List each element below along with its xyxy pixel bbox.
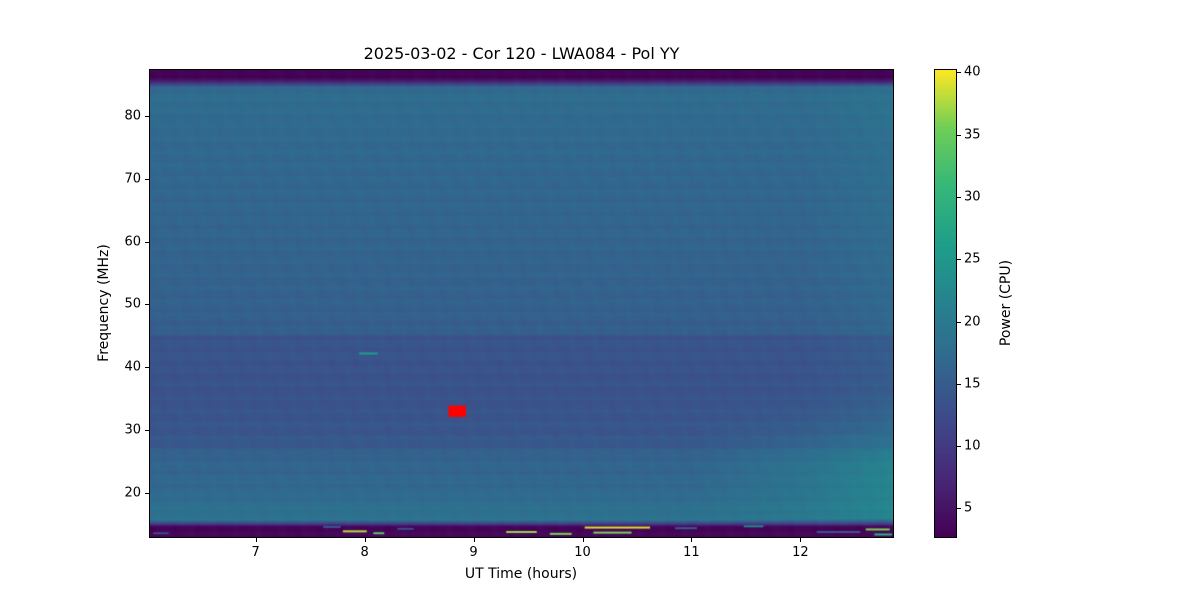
y-tick-label: 80: [124, 108, 141, 124]
colorbar-tick-label: 5: [964, 500, 973, 516]
x-tick-label: 8: [360, 545, 369, 560]
x-tick-mark: [255, 538, 257, 542]
x-tick-label: 9: [469, 545, 478, 560]
colorbar-tick-mark: [957, 321, 961, 323]
y-tick-mark: [145, 430, 149, 432]
y-tick-label: 40: [124, 359, 141, 375]
y-tick-mark: [145, 178, 149, 180]
x-tick-label: 7: [251, 545, 260, 560]
x-tick-mark: [364, 538, 366, 542]
y-tick-label: 30: [124, 422, 141, 438]
colorbar-tick-mark: [957, 134, 961, 136]
colorbar-tick-mark: [957, 383, 961, 385]
colorbar-tick-label: 10: [964, 438, 981, 454]
y-tick-mark: [145, 493, 149, 494]
y-tick-mark: [145, 304, 149, 306]
colorbar-tick-mark: [957, 72, 961, 74]
x-tick-mark: [582, 538, 584, 542]
colorbar-tick-label: 40: [964, 64, 981, 80]
chart-title: 2025-03-02 - Cor 120 - LWA084 - Pol YY: [363, 44, 680, 63]
colorbar-tick-label: 25: [964, 251, 981, 267]
x-tick-mark: [800, 538, 802, 542]
colorbar-tick-mark: [957, 508, 961, 510]
colorbar-tick-mark: [957, 259, 961, 261]
y-tick-label: 60: [124, 234, 141, 250]
x-tick-mark: [473, 538, 475, 542]
y-axis-label: Frequency (MHz): [96, 244, 112, 362]
x-tick-mark: [691, 538, 693, 542]
y-tick-mark: [145, 241, 149, 243]
x-axis-label: UT Time (hours): [464, 566, 578, 582]
colorbar-tick-label: 30: [964, 189, 981, 205]
colorbar-tick-label: 20: [964, 314, 981, 330]
y-tick-label: 70: [124, 171, 141, 187]
y-tick-mark: [145, 115, 149, 117]
colorbar-tick-mark: [957, 446, 961, 448]
colorbar-tick-label: 15: [964, 376, 981, 392]
y-tick-label: 20: [124, 485, 141, 501]
y-tick-mark: [145, 367, 149, 369]
x-tick-label: 11: [683, 545, 700, 560]
heatmap-canvas: [149, 69, 894, 538]
x-tick-label: 12: [792, 545, 809, 560]
colorbar-tick-label: 35: [964, 127, 981, 143]
x-tick-label: 10: [574, 545, 591, 560]
colorbar-tick-mark: [957, 197, 961, 199]
colorbar-label: Power (CPU): [998, 259, 1014, 347]
y-tick-label: 50: [124, 296, 141, 312]
colorbar-canvas: [934, 69, 957, 538]
